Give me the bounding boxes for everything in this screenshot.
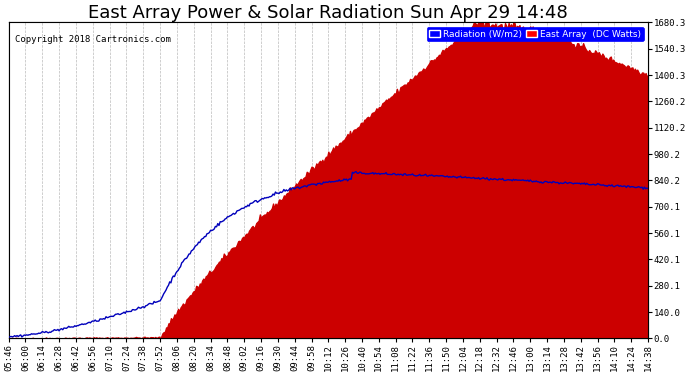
Title: East Array Power & Solar Radiation Sun Apr 29 14:48: East Array Power & Solar Radiation Sun A… [88, 4, 569, 22]
Legend: Radiation (W/m2), East Array  (DC Watts): Radiation (W/m2), East Array (DC Watts) [426, 27, 644, 41]
Text: Copyright 2018 Cartronics.com: Copyright 2018 Cartronics.com [15, 35, 171, 44]
